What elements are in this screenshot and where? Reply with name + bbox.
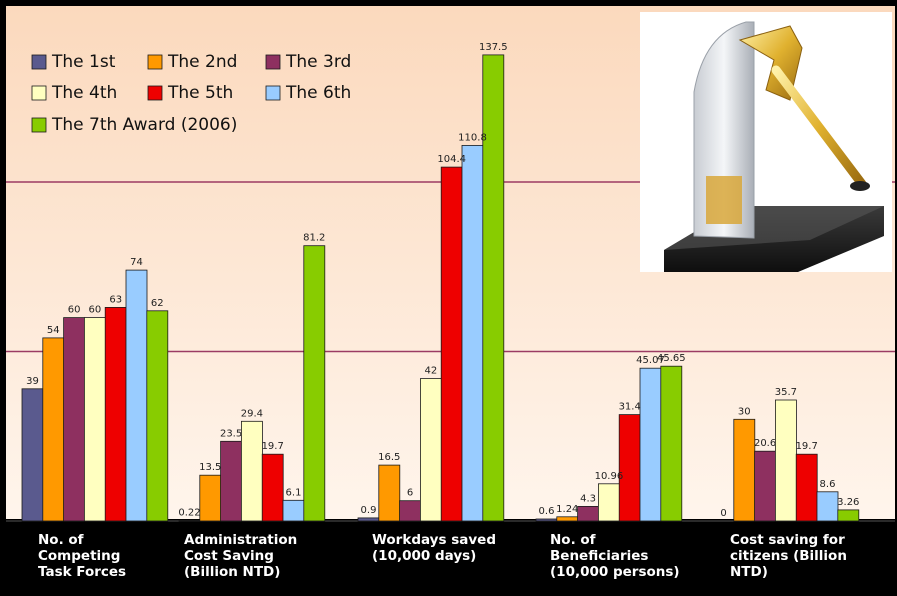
legend-swatch-6	[265, 85, 281, 101]
legend-swatch-7	[31, 117, 47, 133]
bar-s3-c1	[63, 317, 85, 522]
legend-label-2: The 2nd	[167, 52, 237, 72]
award-trophy-image	[640, 12, 892, 272]
legend-label-4: The 4th	[51, 83, 117, 103]
bar-s3-c3	[399, 500, 422, 522]
value-label-s1-c3: 0.9	[361, 505, 377, 516]
value-label-s1-c2: 0.22	[178, 507, 200, 518]
bar-s7-c1	[146, 310, 169, 522]
bar-s6-c3	[461, 144, 484, 522]
bar-s2-c4	[556, 516, 579, 522]
category-label-5: Cost saving for citizens (Billion NTD)	[730, 532, 847, 580]
bar-s4-c2	[240, 420, 263, 522]
legend-swatch-2	[147, 54, 163, 70]
category-label-2: Administration Cost Saving (Billion NTD)	[184, 532, 297, 580]
value-label-s2-c2: 13.5	[199, 462, 221, 473]
value-label-s3-c5: 20.6	[754, 438, 776, 449]
legend-label-6: The 6th	[285, 83, 351, 103]
legend: The 1st The 2nd The 3rd The 4th The 5th The 6…	[31, 52, 351, 135]
bar-s1-c2	[178, 519, 201, 522]
value-label-s7-c3: 137.5	[479, 42, 508, 53]
bar-s7-c2	[303, 245, 326, 522]
legend-swatch-5	[147, 85, 163, 101]
bar-s6-c4	[639, 367, 662, 522]
value-label-s4-c2: 29.4	[241, 408, 263, 419]
bar-s1-c1	[21, 388, 44, 522]
value-labels-layer: 39 0.22 0.9 0.6 0 54 13.5 16.5 1.24 30 60 23.5 6 4.3 2…	[26, 42, 859, 519]
bar-s4-c4	[598, 483, 620, 522]
bar-s5-c2	[261, 453, 284, 522]
value-label-s1-c1: 39	[26, 376, 39, 387]
value-label-s4-c4: 10.96	[595, 471, 624, 482]
bar-s3-c4	[577, 505, 599, 522]
bar-s5-c4	[618, 414, 641, 522]
value-label-s4-c1: 60	[89, 305, 102, 316]
legend-label-1: The 1st	[51, 52, 116, 72]
value-label-s5-c3: 104.4	[437, 154, 466, 165]
bar-s5-c1	[104, 306, 127, 522]
value-label-s2-c4: 1.24	[556, 504, 578, 515]
value-label-s2-c1: 54	[47, 325, 60, 336]
value-label-s5-c4: 31.4	[619, 402, 641, 413]
legend-label-5: The 5th	[167, 83, 233, 103]
value-label-s5-c5: 19.7	[796, 441, 818, 452]
value-label-s3-c1: 60	[68, 305, 81, 316]
bar-s2-c3	[378, 464, 401, 522]
value-label-s5-c2: 19.7	[262, 441, 284, 452]
bar-s3-c5	[754, 450, 776, 522]
legend-swatch-1	[31, 54, 47, 70]
bar-s5-c3	[440, 166, 463, 522]
bar-s5-c5	[795, 453, 818, 522]
legend-label-3: The 3rd	[285, 52, 351, 72]
bar-s3-c2	[220, 440, 243, 522]
bar-s4-c5	[775, 399, 797, 522]
value-label-s6-c4: 45.07	[636, 355, 665, 366]
value-label-s2-c3: 16.5	[378, 452, 400, 463]
category-label-3: Workdays saved (10,000 days)	[372, 532, 496, 564]
value-label-s1-c5: 0	[720, 508, 726, 519]
value-label-s7-c5: 3.26	[837, 497, 859, 508]
value-label-s4-c5: 35.7	[775, 387, 797, 398]
value-label-s1-c4: 0.6	[539, 506, 555, 517]
category-label-4: No. of Beneficiaries (10,000 persons)	[550, 532, 680, 580]
bar-s1-c3	[357, 517, 380, 522]
value-label-s6-c1: 74	[130, 257, 143, 268]
bars-layer	[21, 54, 860, 522]
bar-s6-c5	[816, 491, 839, 522]
legend-label-7: The 7th Award (2006)	[51, 115, 237, 135]
value-label-s4-c3: 42	[425, 366, 438, 377]
value-label-s2-c5: 30	[738, 406, 751, 417]
value-label-s7-c1: 62	[151, 298, 164, 309]
legend-swatch-3	[265, 54, 281, 70]
value-label-s3-c2: 23.5	[220, 428, 242, 439]
bar-s4-c3	[419, 378, 442, 522]
bar-s6-c2	[282, 499, 305, 522]
value-label-s6-c3: 110.8	[458, 132, 487, 143]
value-label-s3-c4: 4.3	[580, 493, 596, 504]
category-labels: No. of Competing Task Forces Administration…	[38, 532, 847, 580]
value-label-s7-c2: 81.2	[303, 233, 325, 244]
legend-swatch-4	[31, 85, 47, 101]
value-label-s6-c5: 8.6	[820, 479, 836, 490]
value-label-s5-c1: 63	[109, 294, 122, 305]
bar-s7-c5	[837, 509, 860, 522]
bar-s7-c4	[660, 365, 683, 522]
bar-s2-c1	[42, 337, 65, 522]
bar-s2-c5	[733, 418, 756, 522]
bar-s7-c3	[482, 54, 505, 522]
bar-s4-c1	[84, 317, 106, 522]
bar-s6-c1	[125, 269, 148, 522]
bar-s1-c4	[535, 518, 558, 522]
value-label-s3-c3: 6	[407, 488, 413, 499]
bar-s2-c2	[199, 474, 222, 522]
value-label-s6-c2: 6.1	[286, 487, 302, 498]
value-label-s7-c4: 45.65	[657, 353, 686, 364]
category-label-1: No. of Competing Task Forces	[38, 532, 126, 580]
